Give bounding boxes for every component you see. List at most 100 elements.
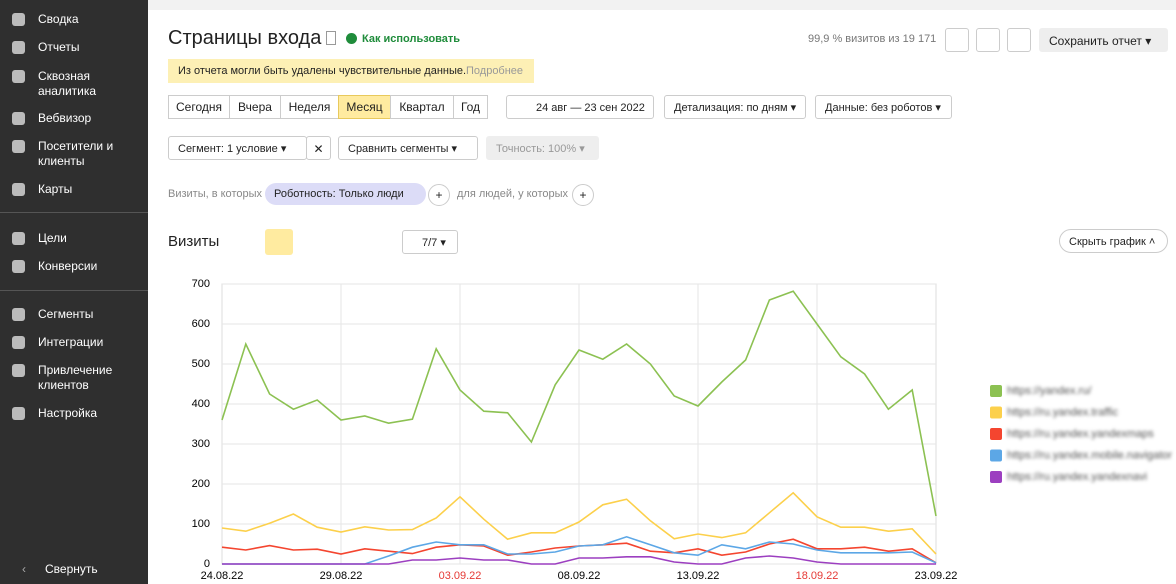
nav-icon — [12, 407, 25, 420]
add-filter-people[interactable]: + — [572, 184, 594, 206]
nav-item[interactable]: Посетители и клиенты — [38, 139, 114, 168]
legend-label: https://ru.yandex.mobile.navigator — [1007, 449, 1172, 461]
legend-checkbox[interactable] — [990, 428, 1002, 440]
legend-checkbox[interactable] — [990, 406, 1002, 419]
series-line — [222, 555, 936, 565]
hide-chart[interactable]: Скрыть график ˄ — [1059, 229, 1168, 253]
notice — [168, 59, 534, 83]
stats: 99,9 % визитов из 19 171 — [808, 33, 937, 45]
nav-item[interactable]: Сводка — [38, 12, 79, 26]
notice-text: Из отчета могли быть удалены чувствитель… — [178, 65, 467, 77]
y-tick-label: 400 — [192, 398, 210, 410]
filter-suffix: для людей, у которых — [457, 188, 568, 200]
x-tick-label: 23.09.22 — [915, 570, 958, 582]
detail-text: Детализация: по дням — [674, 102, 788, 114]
legend-label: https://ru.yandex.traffic — [1007, 406, 1119, 418]
detail-select[interactable]: Детализация: по дням ▾ — [664, 95, 806, 119]
nav-item[interactable]: Вебвизор — [38, 111, 92, 125]
segment-text: Сегмент: 1 условие — [178, 143, 278, 155]
nav-item[interactable]: Сквозная аналитика — [38, 69, 97, 98]
nav-icon — [12, 260, 25, 273]
compare-text: Сравнить сегменты — [348, 143, 449, 155]
y-tick-label: 0 — [204, 558, 210, 570]
nav-item[interactable]: Интеграции — [38, 335, 104, 349]
nav-item[interactable]: Привлечение клиентов — [38, 363, 113, 392]
date-range-text: 24 авг — 23 сен 2022 — [536, 102, 645, 114]
chart: 0 100 200 300 400 500 600 700 24.08.22 29.08.22 03… — [192, 278, 1173, 582]
series-line — [221, 491, 937, 555]
help-link[interactable]: Как использовать — [362, 33, 461, 45]
accuracy-select[interactable]: Точность: 100% ▾ — [486, 136, 599, 160]
top-strip — [148, 0, 1176, 10]
period-button[interactable]: Год — [453, 95, 488, 119]
period-button[interactable]: Неделя — [280, 95, 339, 119]
chart-title: Визиты — [168, 233, 220, 250]
legend-label: https://ru.yandex.yandexnavi — [1007, 471, 1147, 483]
nav-icon — [12, 41, 25, 54]
nav-item[interactable]: Сегменты — [38, 307, 94, 321]
compare-select[interactable]: Сравнить сегменты ▾ — [338, 136, 478, 160]
series-count-text: 7/7 — [422, 237, 438, 249]
x-tick-label: 18.09.22 — [796, 570, 839, 582]
notice-link[interactable]: Подробнее — [466, 65, 524, 77]
data-select[interactable]: Данные: без роботов ▾ — [815, 95, 952, 119]
series-line — [221, 290, 937, 517]
info-icon — [346, 33, 357, 44]
segment-clear[interactable]: ✕ — [306, 136, 331, 160]
nav-icon — [12, 70, 25, 83]
legend-checkbox[interactable] — [990, 449, 1002, 462]
y-tick-label: 200 — [192, 478, 210, 490]
legend-checkbox[interactable] — [990, 471, 1002, 483]
legend-label: https://ru.yandex.yandexmaps — [1007, 428, 1154, 440]
nav-item[interactable]: Настройка — [38, 406, 98, 420]
x-tick-label: 13.09.22 — [677, 570, 720, 582]
date-range[interactable]: 24 авг — 23 сен 2022 — [506, 95, 654, 119]
filter-chip[interactable]: Роботность: Только люди — [265, 183, 426, 205]
nav-item[interactable]: Карты — [38, 182, 73, 196]
y-tick-label: 100 — [192, 518, 210, 530]
nav-icon — [12, 183, 25, 196]
y-tick-label: 600 — [192, 318, 210, 330]
x-tick-label: 03.09.22 — [439, 570, 482, 582]
nav-icon — [12, 336, 25, 349]
segment-select[interactable]: Сегмент: 1 условие ▾ — [168, 136, 307, 160]
nav-item[interactable]: Отчеты — [38, 40, 80, 54]
nav-icon — [12, 13, 25, 26]
nav-item[interactable]: Конверсии — [38, 259, 98, 273]
add-filter[interactable]: + — [428, 184, 450, 206]
nav-icon — [12, 308, 25, 321]
period-button[interactable]: Месяц — [338, 95, 391, 119]
ai-button[interactable] — [1007, 28, 1031, 52]
x-tick-label: 24.08.22 — [201, 570, 244, 582]
chip-text: Роботность: Только люди — [274, 188, 404, 200]
period-button[interactable]: Квартал — [390, 95, 454, 119]
legend-label: https://yandex.ru/ — [1007, 385, 1092, 397]
save-report-button[interactable]: Сохранить отчет ▾ — [1039, 28, 1168, 52]
legend-checkbox[interactable] — [990, 385, 1002, 397]
y-tick-label: 300 — [192, 438, 210, 450]
x-tick-label: 08.09.22 — [558, 570, 601, 582]
line-chart-toggle[interactable] — [265, 229, 293, 255]
y-tick-label: 500 — [192, 358, 210, 370]
page-title: Страницы входа — [168, 27, 322, 49]
collapse-icon: ‹ — [22, 562, 26, 576]
nav-icon — [12, 364, 25, 377]
series-count[interactable]: 7/7 ▾ — [402, 230, 458, 254]
nav-icon — [12, 140, 25, 153]
bookmark-icon[interactable] — [326, 31, 336, 45]
period-button[interactable]: Вчера — [229, 95, 281, 119]
hide-chart-text: Скрыть график — [1069, 236, 1146, 248]
collapse-button[interactable]: Свернуть — [45, 562, 98, 576]
separator — [0, 212, 148, 213]
period-button[interactable]: Сегодня — [168, 95, 230, 119]
nav-item[interactable]: Цели — [38, 231, 67, 245]
y-tick-label: 700 — [192, 278, 210, 290]
x-tick-label: 29.08.22 — [320, 570, 363, 582]
history-button[interactable] — [945, 28, 969, 52]
data-text: Данные: без роботов — [825, 102, 933, 114]
export-button[interactable] — [976, 28, 1000, 52]
accuracy-text: Точность: 100% — [496, 143, 577, 155]
save-label: Сохранить отчет — [1049, 34, 1142, 48]
nav-icon — [12, 232, 25, 245]
